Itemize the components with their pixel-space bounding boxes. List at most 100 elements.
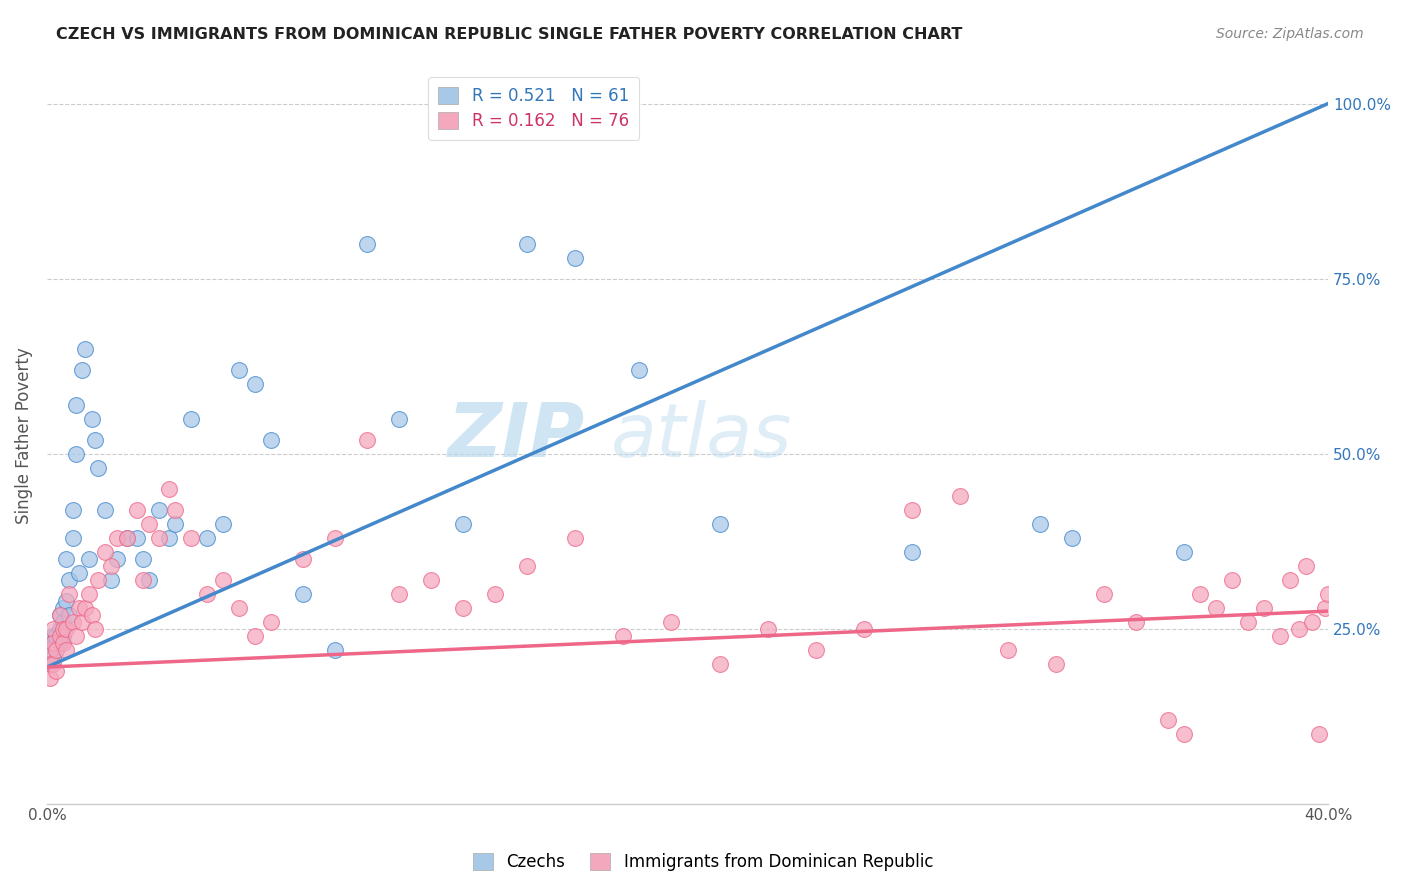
Point xyxy=(45,642,67,657)
Point xyxy=(388,411,411,425)
Point xyxy=(52,635,75,649)
Point xyxy=(228,362,250,376)
Point xyxy=(48,622,70,636)
Point xyxy=(949,489,972,503)
Point xyxy=(55,593,77,607)
Point xyxy=(852,622,875,636)
Point xyxy=(132,551,155,566)
Point xyxy=(163,516,186,531)
Point xyxy=(356,433,378,447)
Point xyxy=(148,502,170,516)
Point xyxy=(52,629,75,643)
Point xyxy=(1125,615,1147,629)
Point xyxy=(1301,615,1323,629)
Point xyxy=(756,622,779,636)
Point xyxy=(65,629,87,643)
Point xyxy=(55,642,77,657)
Point xyxy=(148,531,170,545)
Point xyxy=(93,544,115,558)
Point xyxy=(516,236,538,251)
Point xyxy=(70,615,93,629)
Point xyxy=(77,586,100,600)
Point xyxy=(80,607,103,622)
Point xyxy=(628,362,651,376)
Point xyxy=(900,502,922,516)
Point xyxy=(323,642,346,657)
Y-axis label: Single Father Poverty: Single Father Poverty xyxy=(15,348,32,524)
Point xyxy=(564,251,586,265)
Text: Source: ZipAtlas.com: Source: ZipAtlas.com xyxy=(1216,27,1364,41)
Point xyxy=(564,531,586,545)
Point xyxy=(1092,586,1115,600)
Point xyxy=(997,642,1019,657)
Point xyxy=(1205,600,1227,615)
Legend: Czechs, Immigrants from Dominican Republic: Czechs, Immigrants from Dominican Republ… xyxy=(464,845,942,880)
Point xyxy=(105,551,128,566)
Point xyxy=(77,551,100,566)
Point xyxy=(42,635,65,649)
Point xyxy=(709,516,731,531)
Point xyxy=(1253,600,1275,615)
Text: CZECH VS IMMIGRANTS FROM DOMINICAN REPUBLIC SINGLE FATHER POVERTY CORRELATION CH: CZECH VS IMMIGRANTS FROM DOMINICAN REPUB… xyxy=(56,27,963,42)
Point xyxy=(42,629,65,643)
Point xyxy=(55,622,77,636)
Point xyxy=(1157,713,1180,727)
Point xyxy=(292,586,315,600)
Point xyxy=(292,551,315,566)
Point xyxy=(80,411,103,425)
Point xyxy=(243,376,266,391)
Point xyxy=(105,531,128,545)
Point xyxy=(1313,600,1336,615)
Point xyxy=(1317,586,1340,600)
Point xyxy=(260,615,283,629)
Point xyxy=(52,615,75,629)
Point xyxy=(1173,726,1195,740)
Point xyxy=(1237,615,1260,629)
Point xyxy=(516,558,538,573)
Point xyxy=(157,531,180,545)
Point xyxy=(228,600,250,615)
Point xyxy=(125,531,148,545)
Point xyxy=(42,622,65,636)
Point xyxy=(42,642,65,657)
Point xyxy=(65,446,87,460)
Point xyxy=(388,586,411,600)
Point xyxy=(132,573,155,587)
Point xyxy=(67,600,90,615)
Point xyxy=(709,657,731,671)
Point xyxy=(323,531,346,545)
Point xyxy=(75,600,97,615)
Point xyxy=(39,635,62,649)
Point xyxy=(39,649,62,664)
Point xyxy=(39,671,62,685)
Point xyxy=(39,642,62,657)
Point xyxy=(84,433,107,447)
Point xyxy=(55,551,77,566)
Point xyxy=(48,607,70,622)
Point xyxy=(212,573,235,587)
Point xyxy=(62,502,84,516)
Point xyxy=(42,657,65,671)
Point xyxy=(195,586,218,600)
Point xyxy=(58,607,80,622)
Point xyxy=(1029,516,1052,531)
Point xyxy=(1288,622,1310,636)
Point xyxy=(138,573,160,587)
Text: atlas: atlas xyxy=(610,401,792,472)
Point xyxy=(453,600,475,615)
Point xyxy=(52,622,75,636)
Point xyxy=(1268,629,1291,643)
Point xyxy=(243,629,266,643)
Point xyxy=(48,607,70,622)
Point xyxy=(45,635,67,649)
Point xyxy=(70,362,93,376)
Point xyxy=(1188,586,1211,600)
Text: ZIP: ZIP xyxy=(447,400,585,473)
Point xyxy=(157,482,180,496)
Point xyxy=(453,516,475,531)
Point xyxy=(48,635,70,649)
Point xyxy=(180,531,202,545)
Point xyxy=(1308,726,1330,740)
Point xyxy=(87,573,110,587)
Point xyxy=(100,573,122,587)
